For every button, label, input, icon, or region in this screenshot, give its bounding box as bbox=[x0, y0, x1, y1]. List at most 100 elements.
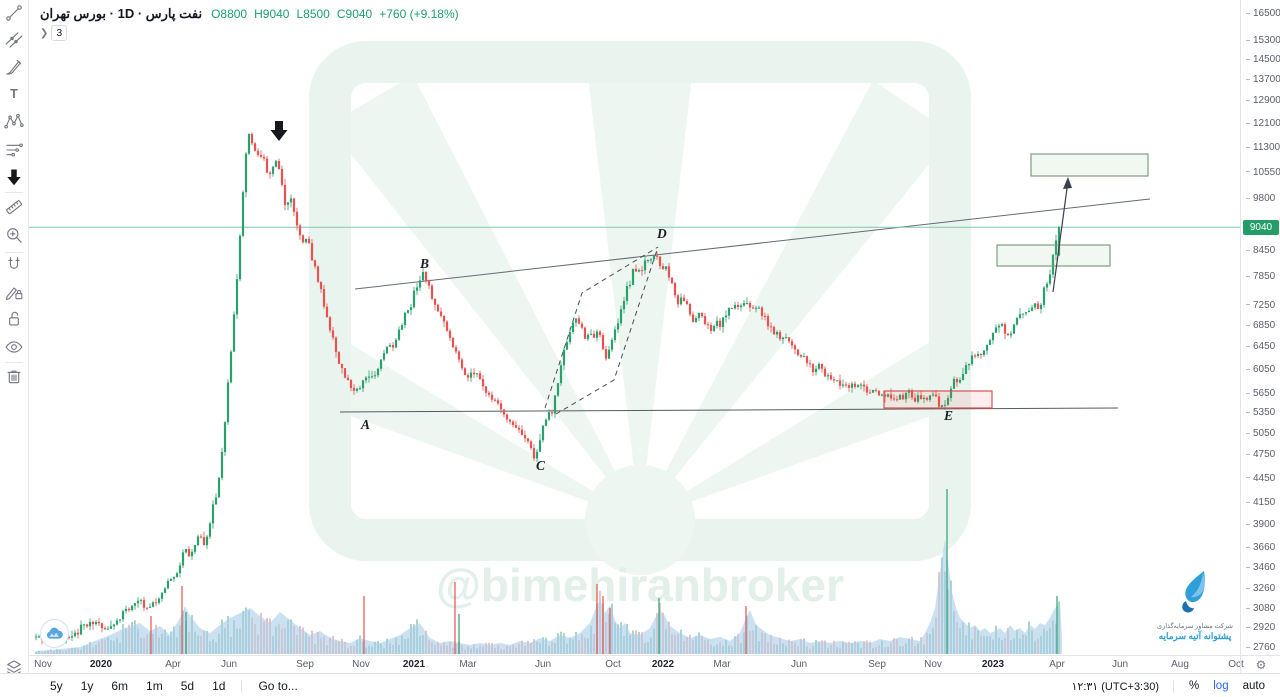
auto-scale-button[interactable]: auto bbox=[1242, 680, 1265, 692]
target-zone-lower[interactable] bbox=[996, 244, 1111, 267]
volume-spike bbox=[609, 608, 611, 654]
object-tree-button[interactable]: ❯ 3 bbox=[40, 25, 68, 41]
volume-spike bbox=[181, 586, 183, 654]
goto-button[interactable]: Go to... bbox=[258, 679, 298, 693]
broker-logo: شرکت مشاور سرمایه‌گذاری پشتوانه آتیه سرم… bbox=[1150, 571, 1240, 642]
brush-icon[interactable] bbox=[3, 56, 25, 78]
trend-line-icon[interactable] bbox=[3, 2, 25, 24]
resistance-trendline[interactable] bbox=[354, 198, 1151, 290]
price-tick: 9800 bbox=[1246, 193, 1275, 204]
wave-label-C[interactable]: C bbox=[536, 458, 546, 473]
wave-label-E[interactable]: E bbox=[943, 408, 953, 423]
volume-spike bbox=[596, 584, 598, 654]
time-tick: Mar bbox=[459, 659, 477, 670]
price-tick: 7250 bbox=[1246, 300, 1275, 311]
axis-settings-corner[interactable]: ⚙ bbox=[1240, 655, 1280, 674]
range-5y[interactable]: 5y bbox=[50, 679, 63, 693]
time-tick: Mar bbox=[713, 659, 731, 670]
range-6m[interactable]: 6m bbox=[111, 679, 129, 693]
support-trendline[interactable] bbox=[339, 407, 1119, 413]
demand-zone-red[interactable] bbox=[883, 390, 993, 409]
drawing-toolbar: T bbox=[0, 0, 29, 697]
ohlc-open: O8800 bbox=[211, 7, 248, 21]
ohlc-values: O8800 H9040 L8500 C9040 +760 (+9.18%) bbox=[211, 7, 459, 21]
ohlc-close: C9040 bbox=[336, 7, 373, 21]
range-buttons: 5y 1y 6m 1m 5d 1d Go to... bbox=[42, 678, 306, 694]
cloud-icon bbox=[46, 627, 63, 639]
price-tick: 6450 bbox=[1246, 341, 1275, 352]
price-tick: 6050 bbox=[1246, 364, 1275, 375]
dashed-channel-line[interactable] bbox=[555, 246, 659, 415]
price-tick: 4150 bbox=[1246, 497, 1275, 508]
price-tick: 16500 bbox=[1246, 8, 1280, 19]
gear-icon[interactable]: ⚙ bbox=[1255, 658, 1267, 672]
time-tick: Nov bbox=[34, 659, 52, 670]
price-tick: 7850 bbox=[1246, 271, 1275, 282]
time-axis[interactable]: Nov 2020 Apr Jun Sep Nov 2021 Mar Jun Oct 2022 Mar J… bbox=[28, 655, 1244, 674]
volume-spike bbox=[658, 598, 660, 654]
time-tick: Apr bbox=[165, 659, 181, 670]
price-tick: 14500 bbox=[1246, 54, 1280, 65]
volume-spike bbox=[185, 612, 187, 654]
eye-icon[interactable] bbox=[3, 336, 25, 358]
range-1m[interactable]: 1m bbox=[146, 679, 163, 693]
symbol-title[interactable]: نفت پارس · 1D · بورس تهران bbox=[40, 6, 203, 21]
price-tick: 5050 bbox=[1246, 428, 1275, 439]
text-icon[interactable]: T bbox=[3, 83, 25, 105]
wave-label-B[interactable]: B bbox=[419, 256, 429, 271]
target-zone-upper[interactable] bbox=[1030, 153, 1149, 177]
range-1y[interactable]: 1y bbox=[80, 679, 94, 693]
watermark: @bimehiranbroker bbox=[309, 41, 971, 611]
volume-spike bbox=[946, 489, 948, 654]
svg-text:T: T bbox=[10, 87, 18, 101]
current-price-label: 9040 bbox=[1243, 220, 1279, 236]
trash-icon[interactable] bbox=[3, 365, 25, 387]
cloud-indicator-button[interactable] bbox=[40, 619, 69, 648]
price-tick: 3460 bbox=[1246, 562, 1275, 573]
watermark-text: @bimehiranbroker bbox=[436, 559, 844, 611]
forecast-icon[interactable] bbox=[3, 139, 25, 161]
time-tick: Nov bbox=[352, 659, 370, 670]
time-tick: 2020 bbox=[89, 659, 113, 670]
dashed-channel-line[interactable] bbox=[544, 246, 659, 409]
ruler-icon[interactable] bbox=[3, 196, 25, 218]
price-tick: 2920 bbox=[1246, 622, 1275, 633]
wave-label-A[interactable]: A bbox=[360, 417, 370, 432]
price-axis[interactable]: 16500 15300 14500 13700 12900 12100 11300 10550… bbox=[1240, 0, 1280, 655]
price-tick: 11300 bbox=[1246, 142, 1280, 153]
toolbar-divider bbox=[5, 362, 23, 363]
range-1d[interactable]: 1d bbox=[212, 679, 226, 693]
time-tick: Jun bbox=[220, 659, 238, 670]
draw-lock-icon[interactable] bbox=[3, 281, 25, 303]
time-tick: Aug bbox=[1171, 659, 1189, 670]
volume-area bbox=[36, 539, 1062, 654]
down-arrow-marker[interactable] bbox=[270, 121, 288, 141]
zoom-in-icon[interactable] bbox=[3, 224, 25, 246]
wave-label-D[interactable]: D bbox=[656, 226, 667, 241]
time-tick: Oct bbox=[1228, 659, 1244, 670]
price-tick: 10550 bbox=[1246, 167, 1280, 178]
percent-scale-button[interactable]: % bbox=[1189, 680, 1200, 692]
projection-arrowhead bbox=[1063, 177, 1072, 189]
price-tick: 12900 bbox=[1246, 95, 1280, 106]
arrow-down-icon[interactable] bbox=[3, 166, 25, 188]
projection-arrow[interactable] bbox=[1052, 180, 1069, 293]
fib-lines-icon[interactable] bbox=[3, 29, 25, 51]
magnet-icon[interactable] bbox=[3, 253, 25, 275]
object-count: 3 bbox=[51, 25, 68, 41]
divider bbox=[241, 679, 243, 693]
price-tick: 15300 bbox=[1246, 35, 1280, 46]
time-tick: 2021 bbox=[402, 659, 426, 670]
volume-spike bbox=[1056, 596, 1058, 654]
time-tick: Jun bbox=[790, 659, 808, 670]
price-tick: 4450 bbox=[1246, 473, 1275, 484]
price-tick: 5650 bbox=[1246, 388, 1275, 399]
chart-canvas[interactable]: @bimehiranbroker A B C D E bbox=[28, 0, 1240, 655]
timezone-button[interactable]: ۱۲:۳۱ (UTC+3:30) bbox=[1071, 680, 1160, 693]
ohlc-high: H9040 bbox=[254, 7, 290, 21]
price-tick: 12100 bbox=[1246, 118, 1280, 129]
log-scale-button[interactable]: log bbox=[1213, 680, 1229, 692]
lock-icon[interactable] bbox=[3, 308, 25, 330]
range-5d[interactable]: 5d bbox=[180, 679, 195, 693]
xabcd-pattern-icon[interactable] bbox=[3, 111, 25, 133]
